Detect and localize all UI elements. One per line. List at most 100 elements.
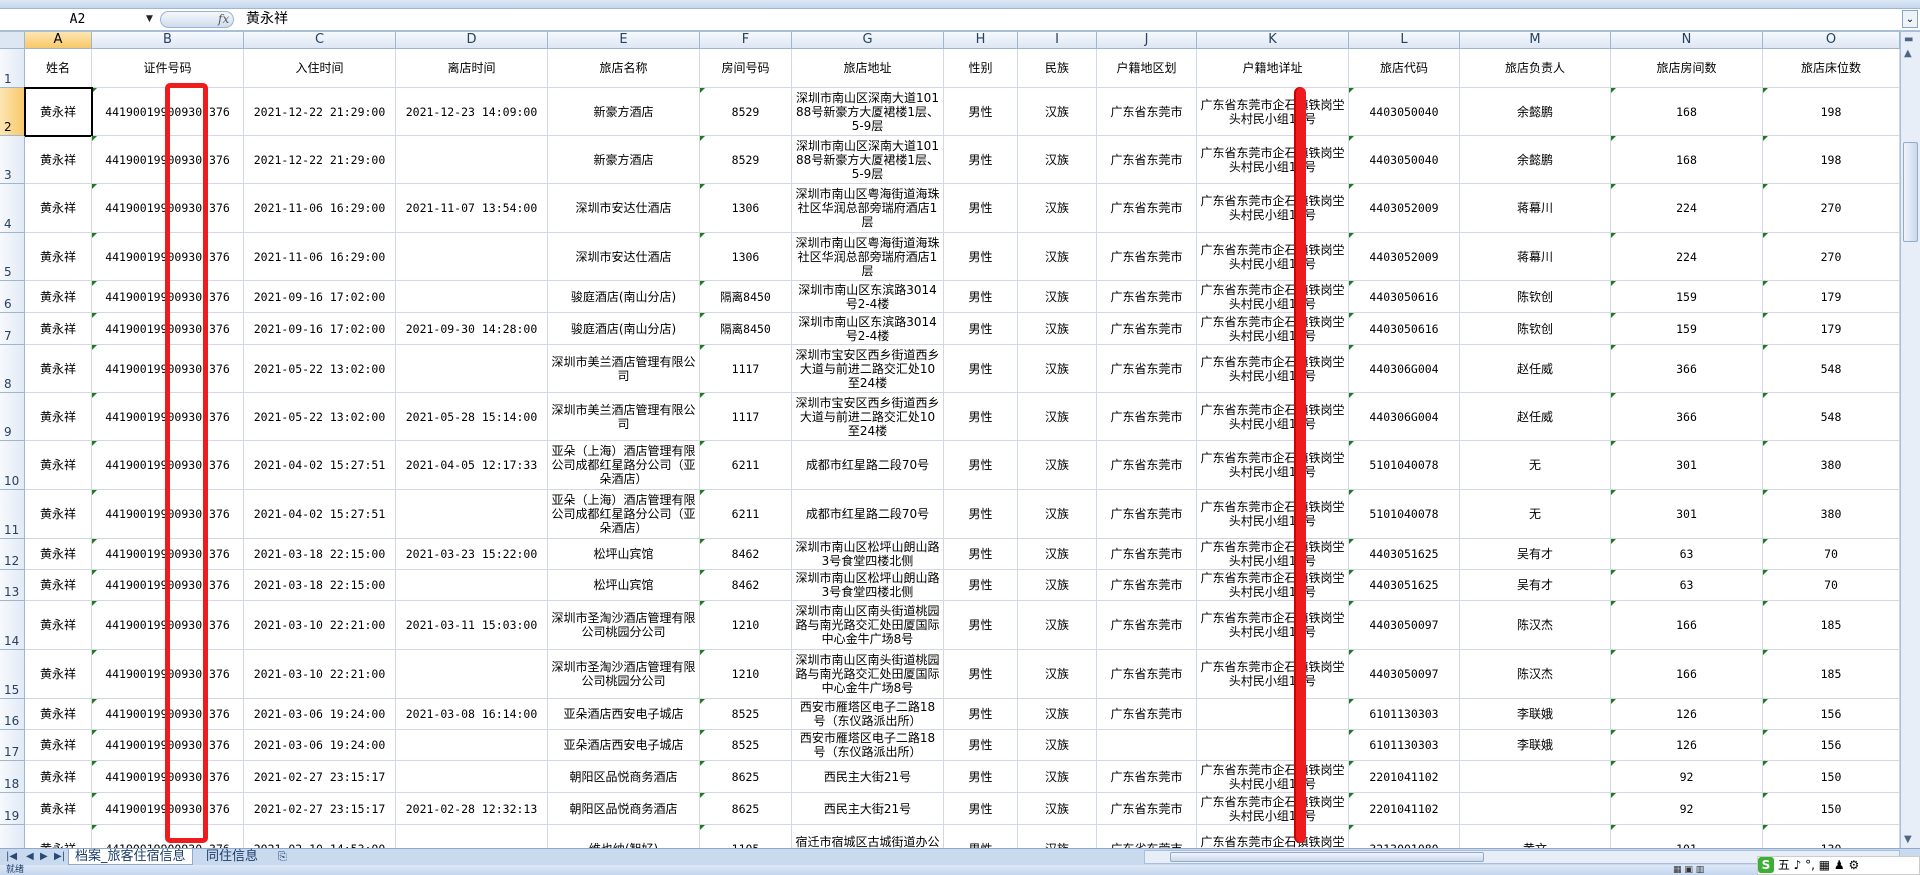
cell-L9[interactable]: 440306G004 xyxy=(1349,393,1460,441)
cell-H3[interactable]: 男性 xyxy=(944,136,1018,184)
cell-N13[interactable]: 63 xyxy=(1611,570,1763,601)
row-header-15[interactable]: 15 xyxy=(0,650,25,699)
cell-K11[interactable]: 广东省东莞市企石镇铁岗坣头村民小组10号 xyxy=(1197,490,1349,539)
cell-J14[interactable]: 广东省东莞市 xyxy=(1097,601,1197,650)
cell-E17[interactable]: 亚朵酒店西安电子城店 xyxy=(548,730,700,761)
column-header-I[interactable]: I xyxy=(1018,32,1097,49)
cell-K17[interactable] xyxy=(1197,730,1349,761)
cell-G7[interactable]: 深圳市南山区东滨路3014号2-4楼 xyxy=(792,313,944,345)
cell-D6[interactable] xyxy=(396,281,548,313)
row-header-7[interactable]: 7 xyxy=(0,313,25,345)
cell-F16[interactable]: 8525 xyxy=(700,699,792,730)
cell-C8[interactable]: 2021-05-22 13:02:00 xyxy=(244,345,396,393)
cell-J19[interactable]: 广东省东莞市 xyxy=(1097,793,1197,825)
cell-K9[interactable]: 广东省东莞市企石镇铁岗坣头村民小组10号 xyxy=(1197,393,1349,441)
cell-A10[interactable]: 黄永祥 xyxy=(25,441,92,490)
cell-I12[interactable]: 汉族 xyxy=(1018,539,1097,570)
cell-J16[interactable]: 广东省东莞市 xyxy=(1097,699,1197,730)
prev-sheet-icon[interactable]: ◀ xyxy=(26,851,34,862)
cell-K15[interactable]: 广东省东莞市企石镇铁岗坣头村民小组10号 xyxy=(1197,650,1349,699)
cell-C10[interactable]: 2021-04-02 15:27:51 xyxy=(244,441,396,490)
cell-N4[interactable]: 224 xyxy=(1611,184,1763,233)
cell-I9[interactable]: 汉族 xyxy=(1018,393,1097,441)
cell-O10[interactable]: 380 xyxy=(1763,441,1900,490)
cell-G16[interactable]: 西安市雁塔区电子二路18号（东仪路派出所） xyxy=(792,699,944,730)
cell-C9[interactable]: 2021-05-22 13:02:00 xyxy=(244,393,396,441)
cell-J4[interactable]: 广东省东莞市 xyxy=(1097,184,1197,233)
header-cell-D[interactable]: 离店时间 xyxy=(396,49,548,88)
cell-M14[interactable]: 陈汉杰 xyxy=(1460,601,1611,650)
cell-N18[interactable]: 92 xyxy=(1611,761,1763,793)
cell-F17[interactable]: 8525 xyxy=(700,730,792,761)
cell-C15[interactable]: 2021-03-10 22:21:00 xyxy=(244,650,396,699)
header-cell-E[interactable]: 旅店名称 xyxy=(548,49,700,88)
cell-G9[interactable]: 深圳市宝安区西乡街道西乡大道与前进二路交汇处10至24楼 xyxy=(792,393,944,441)
vertical-scroll-thumb[interactable] xyxy=(1903,142,1918,242)
cell-F9[interactable]: 1117 xyxy=(700,393,792,441)
cell-K14[interactable]: 广东省东莞市企石镇铁岗坣头村民小组10号 xyxy=(1197,601,1349,650)
cell-G11[interactable]: 成都市红星路二段70号 xyxy=(792,490,944,539)
cell-C2[interactable]: 2021-12-22 21:29:00 xyxy=(244,88,396,136)
row-header-16[interactable]: 16 xyxy=(0,699,25,730)
cell-N12[interactable]: 63 xyxy=(1611,539,1763,570)
cell-O3[interactable]: 198 xyxy=(1763,136,1900,184)
cell-M18[interactable] xyxy=(1460,761,1611,793)
cell-H2[interactable]: 男性 xyxy=(944,88,1018,136)
cell-A2[interactable]: 黄永祥 xyxy=(25,88,92,136)
cell-C5[interactable]: 2021-11-06 16:29:00 xyxy=(244,233,396,281)
cell-N11[interactable]: 301 xyxy=(1611,490,1763,539)
cell-H18[interactable]: 男性 xyxy=(944,761,1018,793)
cell-L3[interactable]: 4403050040 xyxy=(1349,136,1460,184)
header-cell-H[interactable]: 性别 xyxy=(944,49,1018,88)
cell-E10[interactable]: 亚朵（上海）酒店管理有限公司成都红星路分公司（亚朵酒店） xyxy=(548,441,700,490)
cell-N10[interactable]: 301 xyxy=(1611,441,1763,490)
cell-M15[interactable]: 陈汉杰 xyxy=(1460,650,1611,699)
header-cell-A[interactable]: 姓名 xyxy=(25,49,92,88)
ime-tool-icons[interactable]: ♪ °, ▦ ♟ ⚙ xyxy=(1793,858,1860,872)
cell-L14[interactable]: 4403050097 xyxy=(1349,601,1460,650)
cell-D10[interactable]: 2021-04-05 12:17:33 xyxy=(396,441,548,490)
cell-F19[interactable]: 8625 xyxy=(700,793,792,825)
vertical-scrollbar[interactable]: ▬ ▲ ▼ xyxy=(1900,32,1920,848)
cell-F5[interactable]: 1306 xyxy=(700,233,792,281)
cell-H16[interactable]: 男性 xyxy=(944,699,1018,730)
cell-D11[interactable] xyxy=(396,490,548,539)
cell-E19[interactable]: 朝阳区品悦商务酒店 xyxy=(548,793,700,825)
cell-M6[interactable]: 陈钦创 xyxy=(1460,281,1611,313)
cell-J17[interactable] xyxy=(1097,730,1197,761)
row-header-5[interactable]: 5 xyxy=(0,233,25,281)
cell-H8[interactable]: 男性 xyxy=(944,345,1018,393)
cell-O8[interactable]: 548 xyxy=(1763,345,1900,393)
cell-K16[interactable] xyxy=(1197,699,1349,730)
cell-I8[interactable]: 汉族 xyxy=(1018,345,1097,393)
cell-F11[interactable]: 6211 xyxy=(700,490,792,539)
cell-M3[interactable]: 余懿鹏 xyxy=(1460,136,1611,184)
first-sheet-icon[interactable]: |◀ xyxy=(6,851,18,862)
cell-H15[interactable]: 男性 xyxy=(944,650,1018,699)
cell-A14[interactable]: 黄永祥 xyxy=(25,601,92,650)
last-sheet-icon[interactable]: ▶| xyxy=(54,851,66,862)
cell-K4[interactable]: 广东省东莞市企石镇铁岗坣头村民小组10号 xyxy=(1197,184,1349,233)
cell-L16[interactable]: 6101130303 xyxy=(1349,699,1460,730)
cell-D19[interactable]: 2021-02-28 12:32:13 xyxy=(396,793,548,825)
header-cell-M[interactable]: 旅店负责人 xyxy=(1460,49,1611,88)
cell-D3[interactable] xyxy=(396,136,548,184)
cell-O19[interactable]: 150 xyxy=(1763,793,1900,825)
row-header-17[interactable]: 17 xyxy=(0,730,25,761)
row-header-6[interactable]: 6 xyxy=(0,281,25,313)
cell-M2[interactable]: 余懿鹏 xyxy=(1460,88,1611,136)
cell-I6[interactable]: 汉族 xyxy=(1018,281,1097,313)
cell-A5[interactable]: 黄永祥 xyxy=(25,233,92,281)
cell-G15[interactable]: 深圳市南山区南头街道桃园路与南光路交汇处田厦国际中心金牛广场8号 xyxy=(792,650,944,699)
cell-L18[interactable]: 2201041102 xyxy=(1349,761,1460,793)
cell-H14[interactable]: 男性 xyxy=(944,601,1018,650)
cell-M12[interactable]: 吴有才 xyxy=(1460,539,1611,570)
cell-E15[interactable]: 深圳市圣淘沙酒店管理有限公司桃园分公司 xyxy=(548,650,700,699)
cell-C4[interactable]: 2021-11-06 16:29:00 xyxy=(244,184,396,233)
expand-formula-bar-icon[interactable]: ⌄ xyxy=(1902,10,1918,28)
name-box-dropdown-icon[interactable]: ▼ xyxy=(146,14,153,24)
cell-A8[interactable]: 黄永祥 xyxy=(25,345,92,393)
cell-O18[interactable]: 150 xyxy=(1763,761,1900,793)
scroll-up-icon[interactable]: ▲ xyxy=(1904,48,1912,59)
cell-I13[interactable]: 汉族 xyxy=(1018,570,1097,601)
